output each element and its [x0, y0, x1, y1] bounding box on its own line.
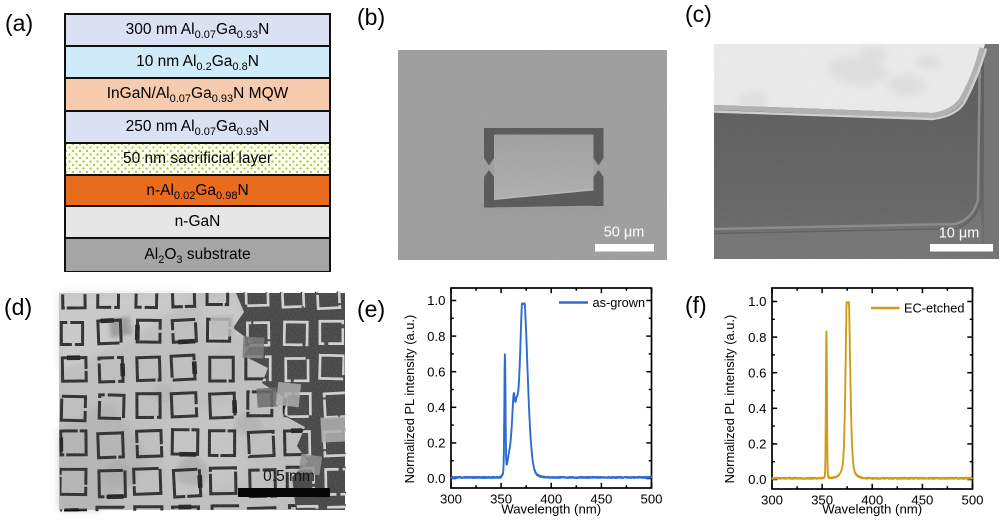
svg-text:450: 450	[590, 492, 612, 507]
svg-text:0.4: 0.4	[427, 400, 445, 415]
svg-text:0.0: 0.0	[427, 471, 445, 486]
svg-text:10 μm: 10 μm	[939, 226, 980, 242]
svg-text:as-grown: as-grown	[593, 295, 646, 310]
svg-text:0.6: 0.6	[427, 364, 445, 379]
svg-text:450: 450	[911, 493, 933, 508]
svg-text:50 μm: 50 μm	[604, 225, 645, 241]
svg-text:1.0: 1.0	[427, 293, 445, 308]
svg-text:0.6: 0.6	[748, 365, 766, 380]
svg-text:1.0: 1.0	[748, 294, 766, 309]
svg-text:350: 350	[490, 492, 512, 507]
svg-text:400: 400	[861, 493, 883, 508]
svg-text:Wavelength (nm): Wavelength (nm)	[822, 502, 922, 517]
svg-text:0.8: 0.8	[427, 329, 445, 344]
svg-text:0.0: 0.0	[748, 472, 766, 487]
svg-text:300: 300	[761, 493, 783, 508]
svg-text:500: 500	[961, 493, 983, 508]
svg-text:Normalized PL intensity (a.u.): Normalized PL intensity (a.u.)	[722, 315, 737, 484]
svg-text:400: 400	[540, 492, 562, 507]
svg-text:0.8: 0.8	[748, 330, 766, 345]
svg-text:300: 300	[440, 492, 462, 507]
svg-text:0.4: 0.4	[748, 401, 766, 416]
svg-text:350: 350	[811, 493, 833, 508]
svg-text:0.2: 0.2	[748, 437, 766, 452]
svg-text:Normalized PL intensity (a.u.): Normalized PL intensity (a.u.)	[402, 315, 417, 484]
svg-text:0.2: 0.2	[427, 436, 445, 451]
svg-text:500: 500	[640, 492, 662, 507]
svg-text:EC-etched: EC-etched	[904, 301, 964, 316]
svg-text:0.5 mm: 0.5 mm	[263, 468, 315, 485]
svg-text:Wavelength (nm): Wavelength (nm)	[501, 502, 601, 517]
